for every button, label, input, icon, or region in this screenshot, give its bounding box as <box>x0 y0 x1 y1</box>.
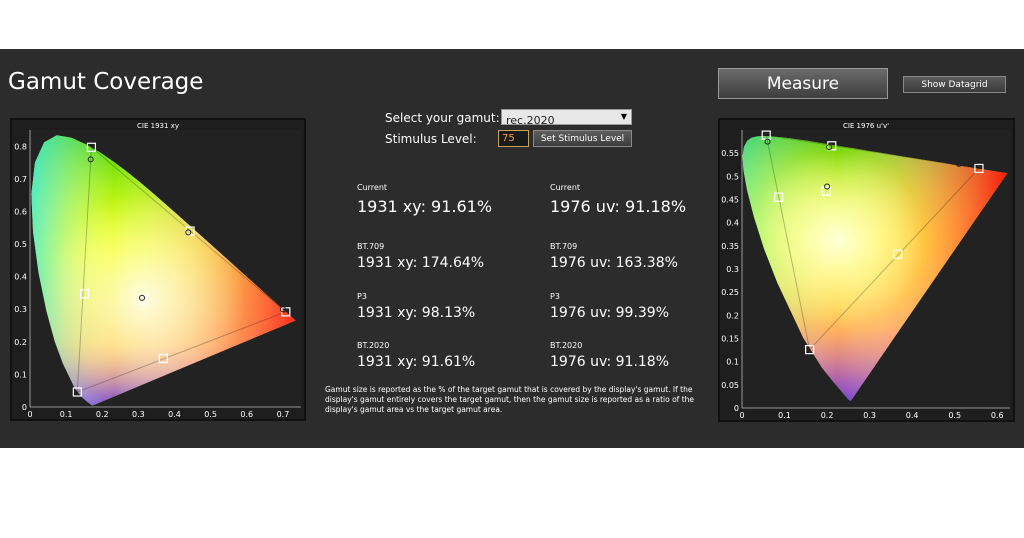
cie1976-chart: CIE 1976 u'v' 0 0.1 0.2 0.3 0.4 0.5 0.6 0 0.05 0.… <box>721 122 1010 420</box>
y-tick-label: 0.25 <box>721 288 739 297</box>
target-point-marker <box>773 192 784 202</box>
target-point-marker <box>86 142 97 152</box>
target-point-marker <box>827 141 837 151</box>
measured-point-marker <box>185 229 192 236</box>
stat-label-bt2020: BT.2020 <box>357 341 390 350</box>
x-tick-label: 0.3 <box>132 410 145 419</box>
y-tick-label: 0.1 <box>726 358 739 367</box>
target-point-marker <box>805 345 815 355</box>
stat-label-bt709: BT.709 <box>357 242 385 251</box>
measured-point-marker <box>279 306 286 313</box>
x-tick-label: 0.4 <box>906 411 919 420</box>
target-point-marker <box>974 163 984 174</box>
set-stimulus-button[interactable]: Set Stimulus Level <box>533 130 632 147</box>
stat-label-p3: P3 <box>357 292 367 301</box>
y-tick-label: 0.7 <box>14 175 27 184</box>
x-tick-label: 0.2 <box>96 410 109 419</box>
measured-point-marker <box>764 138 771 145</box>
stat-label-current: Current <box>357 183 388 192</box>
x-tick-label: 0.5 <box>948 411 961 420</box>
y-tick-label: 0.35 <box>721 242 739 251</box>
gamut-label: Select your gamut: <box>385 111 500 125</box>
y-tick-label: 0.15 <box>721 335 739 344</box>
stat-bt2020-uv: 1976 uv: 91.18% <box>550 354 670 370</box>
y-tick-label: 0.3 <box>14 305 27 314</box>
y-tick-label: 0.55 <box>721 149 739 158</box>
y-tick-label: 0 <box>22 403 27 412</box>
app-window: Gamut Coverage Measure Show Datagrid <box>0 49 1024 448</box>
x-tick-label: 0 <box>27 410 32 419</box>
measured-point-marker <box>87 156 94 163</box>
target-point-marker <box>79 289 90 299</box>
target-point-marker <box>821 186 831 196</box>
stimulus-level-input[interactable] <box>498 130 529 147</box>
stat-bt709-xy: 1931 xy: 174.64% <box>357 255 485 271</box>
y-tick-label: 0.4 <box>14 273 27 282</box>
stat-label-bt2020: BT.2020 <box>550 341 583 350</box>
x-tick-label: 0.6 <box>240 410 253 419</box>
stat-label-bt709: BT.709 <box>550 242 578 251</box>
target-point-marker <box>893 249 903 259</box>
measured-point-marker <box>955 160 962 167</box>
stat-label-current: Current <box>550 183 581 192</box>
stat-p3-xy: 1931 xy: 98.13% <box>357 305 476 321</box>
dropdown-arrow-icon: ▼ <box>620 112 627 121</box>
x-tick-label: 0.5 <box>204 410 217 419</box>
x-tick-label: 0 <box>739 411 744 420</box>
chart-title: CIE 1931 xy <box>137 122 179 130</box>
gamut-select-value: rec.2020 <box>506 114 555 125</box>
stat-p3-uv: 1976 uv: 99.39% <box>550 305 670 321</box>
target-point-marker <box>72 387 82 397</box>
cie1976-chart-panel: CIE 1976 u'v' 0 0.1 0.2 0.3 0.4 0.5 0.6 0 0.05 0.… <box>718 118 1015 422</box>
page-title: Gamut Coverage <box>8 69 204 95</box>
measured-point-marker <box>826 144 833 151</box>
cie1931-chart: CIE 1931 xy 0 0.1 0.2 0.3 0.4 0.5 0.6 0.7 0 0.1 0.… <box>14 122 301 419</box>
stat-current-xy: 1931 xy: 91.61% <box>357 197 493 216</box>
gamut-select[interactable]: rec.2020 ▼ <box>501 109 632 125</box>
stat-bt2020-xy: 1931 xy: 91.61% <box>357 354 476 370</box>
cie1931-chart-panel: CIE 1931 xy 0 0.1 0.2 0.3 0.4 0.5 0.6 0.7 0 0.1 0.… <box>10 118 306 421</box>
x-tick-label: 0.3 <box>863 411 876 420</box>
y-tick-label: 0.4 <box>726 219 739 228</box>
gamut-triangle <box>765 134 980 351</box>
y-tick-label: 0.2 <box>726 311 739 320</box>
y-tick-label: 0 <box>734 404 739 413</box>
stimulus-label: Stimulus Level: <box>385 132 477 146</box>
show-datagrid-button[interactable]: Show Datagrid <box>903 76 1006 93</box>
x-tick-label: 0.2 <box>821 411 834 420</box>
stat-current-uv: 1976 uv: 91.18% <box>550 197 687 216</box>
measure-button[interactable]: Measure <box>718 68 888 99</box>
x-tick-label: 0.6 <box>991 411 1004 420</box>
x-tick-label: 0.1 <box>60 410 73 419</box>
target-point-marker <box>158 353 168 364</box>
stat-bt709-uv: 1976 uv: 163.38% <box>550 255 678 271</box>
stat-label-p3: P3 <box>550 292 560 301</box>
chart-title: CIE 1976 u'v' <box>843 122 889 130</box>
measured-point-marker <box>824 183 831 190</box>
y-tick-label: 0.2 <box>14 338 27 347</box>
y-tick-label: 0.3 <box>726 265 739 274</box>
y-tick-label: 0.05 <box>721 381 739 390</box>
x-tick-label: 0.4 <box>168 410 181 419</box>
x-tick-label: 0.1 <box>778 411 791 420</box>
y-tick-label: 0.1 <box>14 370 27 379</box>
y-tick-label: 0.5 <box>726 172 739 181</box>
y-tick-label: 0.6 <box>14 207 27 216</box>
y-tick-label: 0.45 <box>721 196 739 205</box>
y-tick-label: 0.5 <box>14 240 27 249</box>
measured-point-marker <box>139 294 146 301</box>
x-tick-label: 0.7 <box>277 410 290 419</box>
y-tick-label: 0.8 <box>14 142 27 151</box>
gamut-note: Gamut size is reported as the % of the t… <box>325 385 695 414</box>
